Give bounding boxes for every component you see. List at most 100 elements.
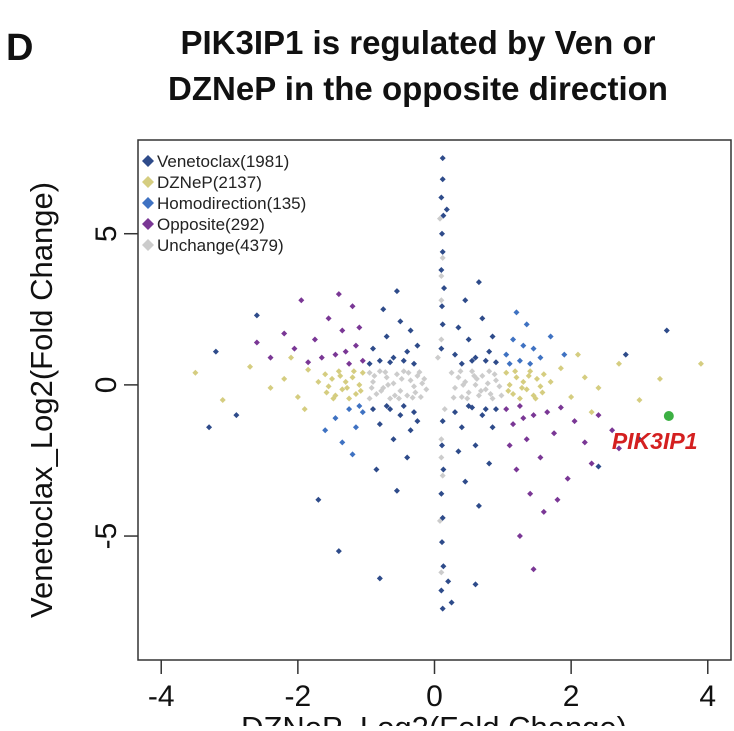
data-point — [438, 490, 445, 497]
data-point — [421, 375, 428, 382]
data-point — [455, 448, 462, 455]
data-point — [370, 406, 377, 413]
data-point — [212, 348, 219, 355]
data-point — [487, 390, 494, 397]
data-point — [412, 389, 419, 396]
chart-title-line1: PIK3IP1 is regulated by Ven or — [180, 24, 655, 61]
data-point — [540, 371, 547, 378]
data-point — [439, 254, 446, 261]
data-point — [322, 427, 329, 434]
x-axis-label: DZNeP_Log2(Fold Change) — [241, 710, 627, 726]
data-point — [472, 581, 479, 588]
data-point — [489, 333, 496, 340]
data-point — [438, 297, 445, 304]
data-point — [382, 369, 389, 376]
data-point — [325, 383, 332, 390]
x-tick-label: -2 — [285, 680, 312, 713]
data-point — [506, 381, 513, 388]
data-point — [373, 390, 380, 397]
data-point — [397, 318, 404, 325]
legend-marker — [142, 197, 154, 209]
data-point — [527, 360, 534, 367]
data-point — [233, 412, 240, 419]
data-point — [439, 442, 446, 449]
data-point — [520, 378, 527, 385]
data-point — [411, 383, 418, 390]
data-point — [376, 421, 383, 428]
data-point — [505, 387, 512, 394]
data-point — [465, 336, 472, 343]
data-point — [525, 372, 532, 379]
data-point — [574, 351, 581, 358]
data-point — [350, 368, 357, 375]
data-point — [301, 406, 308, 413]
data-point — [486, 348, 493, 355]
data-point — [448, 599, 455, 606]
data-point — [440, 212, 447, 219]
data-point — [370, 345, 377, 352]
data-point — [407, 327, 414, 334]
data-point — [323, 389, 330, 396]
data-point — [510, 421, 517, 428]
data-point — [376, 575, 383, 582]
data-point — [513, 309, 520, 316]
data-point — [404, 454, 411, 461]
data-point — [206, 424, 213, 431]
data-point — [537, 354, 544, 361]
data-point — [530, 345, 537, 352]
data-point — [400, 403, 407, 410]
data-point — [356, 324, 363, 331]
data-point — [547, 378, 554, 385]
data-point — [439, 472, 446, 479]
data-point — [458, 424, 465, 431]
data-point — [491, 371, 498, 378]
data-point — [486, 368, 493, 375]
data-point — [439, 418, 446, 425]
data-point — [438, 587, 445, 594]
data-point — [346, 360, 353, 367]
data-point — [405, 369, 412, 376]
data-point — [472, 442, 479, 449]
data-point — [503, 406, 510, 413]
data-point — [281, 330, 288, 337]
data-point — [439, 248, 446, 255]
data-point — [391, 392, 398, 399]
data-point — [219, 397, 226, 403]
data-point — [523, 436, 530, 443]
data-point — [436, 215, 443, 222]
data-point — [523, 321, 530, 328]
data-point — [460, 381, 467, 388]
data-point — [438, 454, 445, 461]
data-point — [516, 357, 523, 364]
data-point — [455, 374, 462, 381]
legend-marker — [142, 176, 154, 188]
data-point — [438, 345, 445, 352]
y-axis-label: Venetoclax_Log2(Fold Change) — [24, 182, 59, 618]
data-point — [479, 412, 486, 419]
y-tick-label: 5 — [90, 225, 123, 242]
x-tick-label: -4 — [148, 680, 175, 713]
data-point — [439, 514, 446, 521]
data-point — [520, 342, 527, 349]
data-point — [533, 375, 540, 382]
data-point — [622, 351, 629, 358]
data-point — [439, 303, 446, 310]
data-point — [359, 357, 366, 364]
data-point — [438, 273, 445, 280]
data-point — [356, 403, 363, 410]
data-point — [337, 372, 344, 379]
data-point — [407, 427, 414, 434]
data-point — [253, 312, 260, 319]
data-point — [371, 372, 378, 379]
highlight-label: PIK3IP1 — [612, 428, 698, 454]
data-point — [335, 548, 342, 555]
data-point — [469, 404, 476, 411]
data-point — [383, 374, 390, 381]
legend-label: Venetoclax(1981) — [157, 152, 289, 171]
data-point — [305, 366, 312, 373]
data-point — [349, 303, 356, 310]
data-point — [267, 354, 274, 361]
data-point — [581, 439, 588, 446]
data-point — [595, 412, 602, 419]
